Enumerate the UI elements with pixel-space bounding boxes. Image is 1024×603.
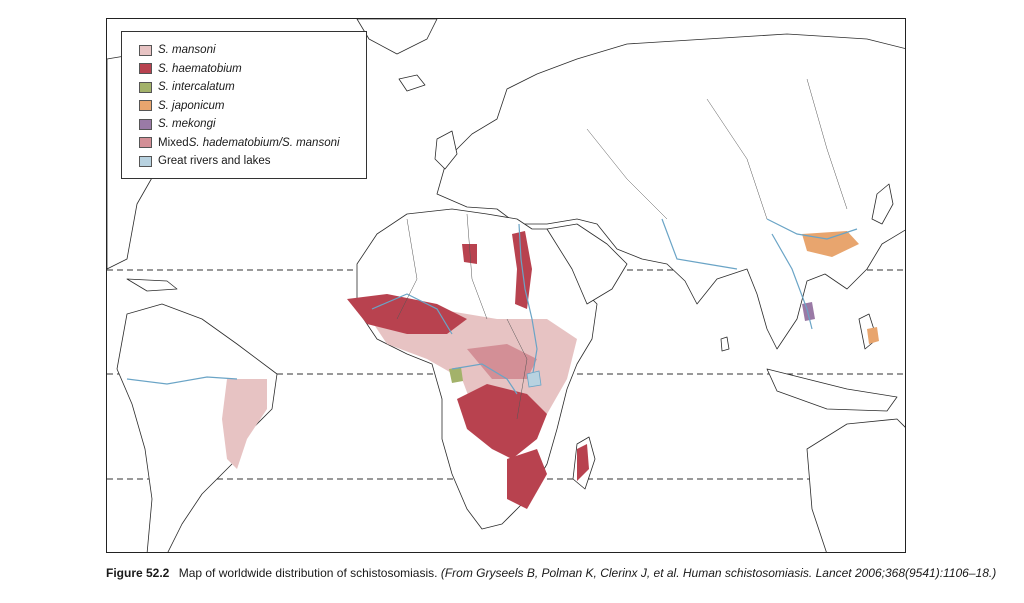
legend-swatch [139, 137, 152, 149]
iceland [398, 74, 426, 92]
japan [871, 183, 894, 225]
lake-victoria [526, 370, 542, 388]
legend-label-species: S. mansoni [158, 44, 216, 57]
indus-ganges-river [661, 218, 738, 270]
intercalatum-region [449, 367, 463, 383]
yangtze-river [766, 218, 858, 240]
figure-caption: Figure 52.2 Map of worldwide distributio… [106, 566, 1012, 581]
border-line [466, 213, 488, 320]
great-britain [434, 130, 458, 170]
legend-item-japonicum: S. japonicum [139, 97, 366, 116]
haematobium-region [507, 449, 547, 509]
border-line [396, 218, 418, 320]
greenland [356, 19, 438, 55]
amazon-river [126, 376, 238, 385]
mixed-region [467, 344, 537, 379]
figure-source: (From Gryseels B, Polman K, Clerinx J, e… [440, 566, 997, 580]
legend-label-species: S. haematobium [158, 62, 242, 75]
south-america [116, 303, 278, 552]
nile-river [518, 223, 538, 380]
legend-item-rivers: Great rivers and lakes [139, 152, 366, 171]
rivers [126, 218, 858, 395]
caribbean [126, 278, 178, 292]
map-canvas [107, 19, 905, 552]
figure-text: Map of worldwide distribution of schisto… [178, 566, 438, 580]
indonesia [766, 368, 898, 412]
legend-label-species: S. intercalatum [158, 81, 235, 94]
congo-river [451, 363, 518, 395]
legend-swatch [139, 118, 152, 130]
haematobium-region [462, 244, 477, 264]
legend-item-intercalatum: S. intercalatum [139, 78, 366, 97]
border-line [706, 98, 768, 220]
haematobium-region [347, 294, 467, 334]
border-line [806, 78, 848, 210]
world-map: S. mansoni S. haematobium S. intercalatum S… [106, 18, 906, 553]
border-line [506, 318, 528, 420]
niger-river [371, 293, 453, 335]
eurasia [436, 33, 905, 350]
legend-swatch [139, 44, 152, 56]
japonicum-region [867, 327, 879, 344]
legend-item-mekongi: S. mekongi [139, 115, 366, 134]
legend-label-species: S. hadematobium/S. mansoni [188, 136, 340, 149]
mekongi-region [802, 302, 815, 321]
haematobium-region [457, 384, 547, 459]
mekong-river [771, 233, 813, 330]
legend-item-mixed: Mixed S. hadematobium/S. mansoni [139, 134, 366, 153]
haematobium-region [577, 444, 589, 481]
arabian-peninsula [546, 223, 628, 305]
sri-lanka [720, 336, 730, 352]
legend-swatch [139, 81, 152, 93]
legend-swatch [139, 155, 152, 167]
legend: S. mansoni S. haematobium S. intercalatum S… [121, 31, 367, 179]
legend-label-prefix: Great rivers and lakes [158, 155, 271, 168]
legend-swatch [139, 63, 152, 75]
legend-label-species: S. japonicum [158, 99, 225, 112]
legend-label-species: S. mekongi [158, 118, 216, 131]
australia [806, 418, 905, 552]
figure-label: Figure 52.2 [106, 566, 170, 580]
distribution-regions [222, 231, 879, 509]
border-line [586, 128, 668, 220]
country-borders [396, 78, 848, 420]
legend-swatch [139, 100, 152, 112]
legend-label-prefix: Mixed [158, 136, 189, 149]
legend-item-haematobium: S. haematobium [139, 60, 366, 79]
mansoni-region [222, 379, 267, 469]
legend-item-mansoni: S. mansoni [139, 41, 366, 60]
